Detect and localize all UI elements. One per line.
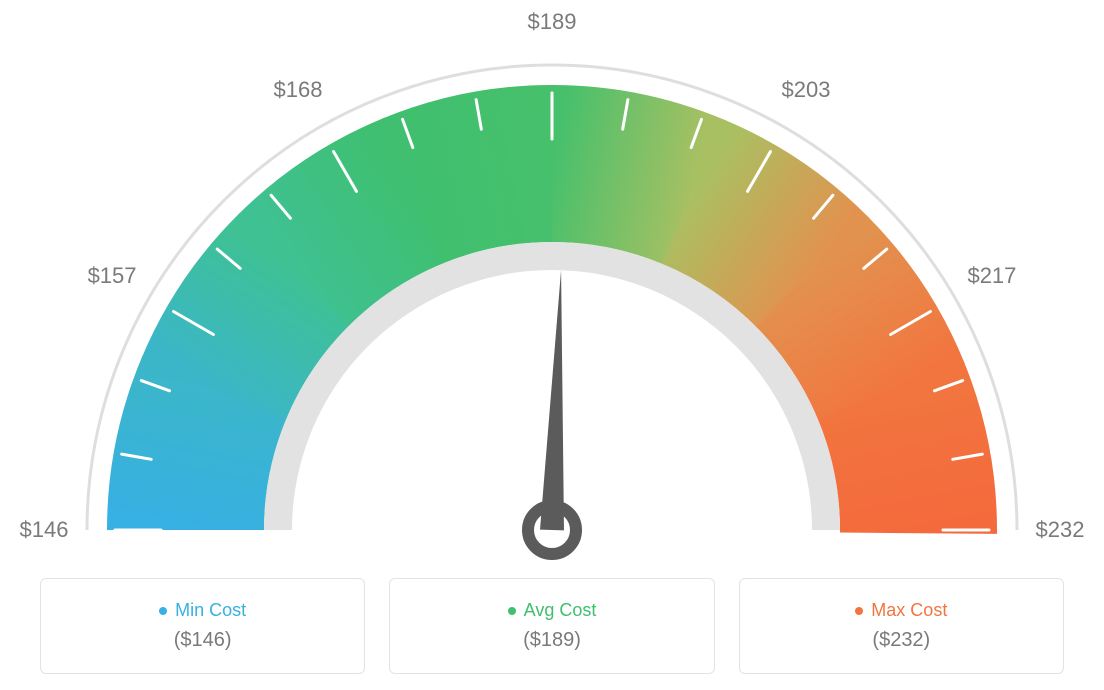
- legend-value-min: ($146): [174, 629, 232, 652]
- gauge-chart-container: $146 $157 $168 $189 $203 $217 $232 Min Cost ($…: [0, 0, 1104, 690]
- legend-title-min: Min Cost: [159, 600, 246, 621]
- legend-title-avg: Avg Cost: [508, 600, 597, 621]
- legend-value-max: ($232): [872, 629, 930, 652]
- gauge-svg: [0, 0, 1104, 560]
- legend-title-max: Max Cost: [855, 600, 947, 621]
- tick-label: $217: [967, 263, 1016, 289]
- dot-icon-avg: [508, 607, 516, 615]
- tick-label: $232: [1036, 517, 1085, 543]
- legend-title-avg-text: Avg Cost: [524, 600, 597, 621]
- legend-title-max-text: Max Cost: [871, 600, 947, 621]
- legend-card-avg: Avg Cost ($189): [389, 578, 714, 674]
- legend-card-min: Min Cost ($146): [40, 578, 365, 674]
- tick-label: $168: [274, 77, 323, 103]
- dot-icon-max: [855, 607, 863, 615]
- gauge-needle: [540, 270, 564, 530]
- dot-icon-min: [159, 607, 167, 615]
- tick-label: $157: [88, 263, 137, 289]
- tick-label: $189: [528, 9, 577, 35]
- legend-card-max: Max Cost ($232): [739, 578, 1064, 674]
- legend-title-min-text: Min Cost: [175, 600, 246, 621]
- gauge-area: $146 $157 $168 $189 $203 $217 $232: [0, 0, 1104, 560]
- tick-label: $203: [782, 77, 831, 103]
- legend-row: Min Cost ($146) Avg Cost ($189) Max Cost…: [0, 578, 1104, 674]
- tick-label: $146: [20, 517, 69, 543]
- legend-value-avg: ($189): [523, 629, 581, 652]
